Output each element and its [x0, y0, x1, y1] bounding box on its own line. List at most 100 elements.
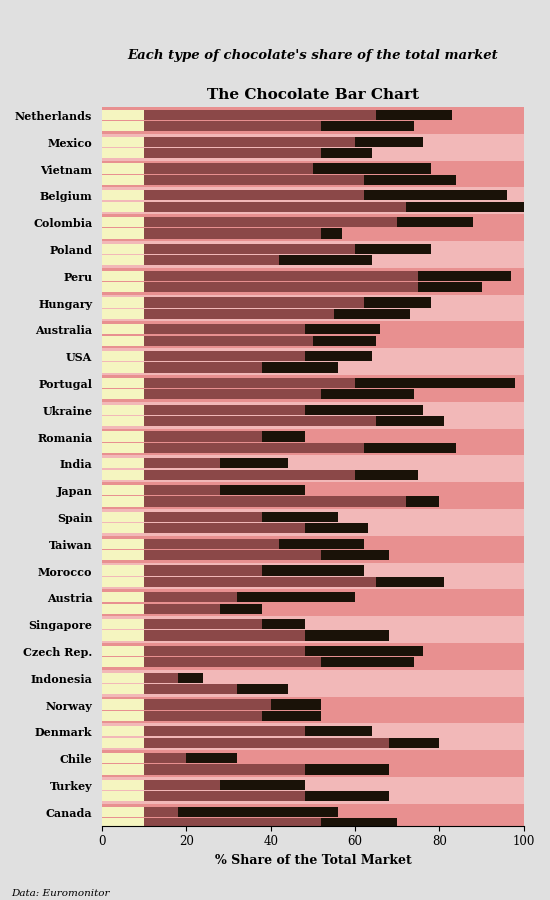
Bar [144, 619, 262, 629]
Bar [376, 577, 444, 587]
Bar [102, 672, 144, 683]
Bar [144, 217, 397, 227]
Bar [144, 110, 376, 120]
Bar [144, 271, 419, 281]
Bar [144, 351, 305, 361]
Bar [144, 164, 313, 174]
Bar [102, 363, 144, 373]
Bar [102, 148, 144, 158]
Bar [102, 512, 144, 522]
Bar [237, 592, 355, 602]
Bar [144, 657, 321, 668]
Bar [406, 497, 439, 507]
Bar [102, 241, 524, 267]
Bar [186, 753, 237, 763]
Bar [364, 175, 456, 185]
Bar [305, 351, 372, 361]
Title: The Chocolate Bar Chart: The Chocolate Bar Chart [207, 88, 419, 102]
Bar [102, 646, 144, 656]
Bar [102, 536, 524, 562]
Bar [102, 724, 524, 750]
Bar [178, 806, 338, 817]
Bar [102, 375, 524, 401]
Bar [144, 443, 364, 453]
Bar [321, 229, 343, 238]
Bar [102, 244, 144, 254]
Bar [102, 217, 144, 227]
Bar [321, 148, 372, 158]
Bar [102, 309, 144, 319]
Bar [144, 738, 389, 748]
Bar [102, 604, 144, 614]
Bar [144, 458, 220, 468]
Bar [102, 804, 524, 831]
Bar [102, 134, 524, 160]
Bar [102, 550, 144, 560]
Bar [102, 348, 524, 375]
Bar [102, 699, 144, 709]
Bar [389, 738, 439, 748]
Bar [102, 455, 524, 482]
Bar [102, 187, 524, 214]
Bar [102, 779, 144, 790]
Bar [102, 110, 144, 120]
Bar [144, 779, 220, 790]
Text: Each type of chocolate's share of the total market: Each type of chocolate's share of the to… [128, 50, 498, 62]
Bar [406, 202, 524, 211]
Bar [102, 482, 524, 508]
Bar [102, 592, 144, 602]
Bar [262, 711, 321, 721]
Bar [102, 137, 144, 147]
Bar [355, 244, 431, 254]
Bar [419, 271, 511, 281]
Bar [355, 137, 422, 147]
Bar [102, 282, 144, 292]
Bar [144, 565, 262, 576]
Bar [262, 619, 305, 629]
Bar [102, 378, 144, 388]
Bar [102, 497, 144, 507]
Bar [321, 818, 397, 828]
Bar [102, 122, 144, 131]
Bar [102, 175, 144, 185]
Bar [144, 818, 321, 828]
Bar [102, 565, 144, 576]
Bar [262, 431, 305, 442]
Bar [102, 324, 144, 335]
Bar [364, 190, 507, 201]
Bar [102, 806, 144, 817]
Bar [144, 416, 376, 427]
Bar [305, 791, 389, 801]
Bar [144, 202, 406, 211]
Bar [144, 684, 237, 694]
Bar [102, 294, 524, 321]
Bar [305, 630, 389, 641]
Bar [102, 229, 144, 238]
Bar [237, 684, 288, 694]
Bar [102, 389, 144, 400]
Bar [262, 363, 338, 373]
Bar [220, 604, 262, 614]
Bar [355, 470, 419, 480]
Bar [102, 523, 144, 534]
Bar [102, 791, 144, 801]
Bar [313, 164, 431, 174]
Bar [102, 538, 144, 549]
Bar [102, 416, 144, 427]
Bar [321, 389, 414, 400]
Bar [305, 324, 381, 335]
Bar [102, 619, 144, 629]
Bar [144, 577, 376, 587]
Bar [321, 122, 414, 131]
Bar [102, 470, 144, 480]
Bar [102, 670, 524, 697]
Bar [144, 726, 305, 736]
X-axis label: % Share of the Total Market: % Share of the Total Market [214, 854, 411, 867]
Bar [376, 416, 444, 427]
Bar [144, 378, 355, 388]
Bar [144, 791, 305, 801]
Bar [102, 443, 144, 453]
Bar [144, 550, 321, 560]
Bar [376, 110, 452, 120]
Bar [144, 405, 305, 415]
